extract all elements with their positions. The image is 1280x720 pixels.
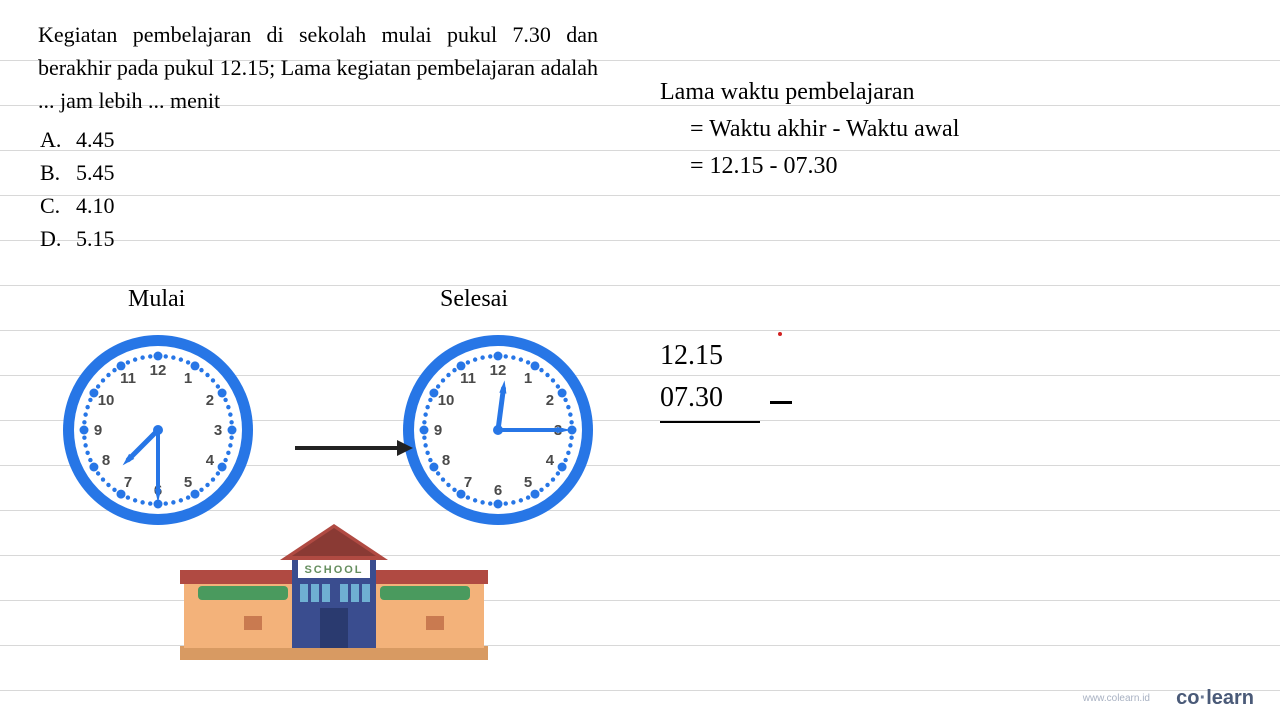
brand-left: co bbox=[1176, 687, 1199, 709]
clock-selesai: 123456789101112 bbox=[398, 330, 598, 530]
school-building-icon: SCHOOL bbox=[180, 520, 488, 660]
sub-bottom: 07.30 bbox=[660, 377, 760, 423]
option-letter: C. bbox=[40, 189, 76, 222]
svg-text:4: 4 bbox=[206, 452, 215, 469]
svg-text:10: 10 bbox=[438, 392, 455, 409]
svg-text:2: 2 bbox=[546, 392, 554, 409]
svg-text:4: 4 bbox=[546, 452, 555, 469]
minus-sign-icon bbox=[770, 401, 792, 404]
footer-url: www.colearn.id bbox=[1083, 693, 1150, 704]
svg-text:6: 6 bbox=[494, 482, 502, 499]
option-letter: D. bbox=[40, 222, 76, 255]
option-d: D.5.15 bbox=[40, 222, 598, 255]
work-line-2: = Waktu akhir - Waktu awal bbox=[660, 111, 959, 148]
svg-text:SCHOOL: SCHOOL bbox=[304, 564, 363, 576]
svg-text:8: 8 bbox=[442, 452, 450, 469]
clock-label-selesai: Selesai bbox=[440, 286, 508, 313]
question-text: Kegiatan pembelajaran di sekolah mulai p… bbox=[38, 18, 598, 117]
svg-text:9: 9 bbox=[94, 422, 102, 439]
svg-text:12: 12 bbox=[490, 362, 507, 379]
brand-right: learn bbox=[1206, 687, 1254, 709]
red-dot-marker bbox=[778, 332, 782, 336]
option-a: A.4.45 bbox=[40, 123, 598, 156]
option-value: 5.45 bbox=[76, 160, 115, 185]
work-line-1: Lama waktu pembelajaran bbox=[660, 74, 959, 111]
footer-brand: co·learn bbox=[1176, 687, 1254, 710]
svg-text:5: 5 bbox=[524, 474, 532, 491]
work-line-3: = 12.15 - 07.30 bbox=[660, 148, 959, 185]
options-list: A.4.45 B.5.45 C.4.10 D.5.15 bbox=[40, 123, 598, 255]
clocks-area: Mulai Selesai 123456789101112 1234567891… bbox=[40, 290, 660, 600]
option-value: 5.15 bbox=[76, 226, 115, 251]
question-block: Kegiatan pembelajaran di sekolah mulai p… bbox=[38, 18, 598, 255]
clock-label-mulai: Mulai bbox=[128, 286, 185, 313]
svg-text:7: 7 bbox=[124, 474, 132, 491]
svg-text:3: 3 bbox=[214, 422, 222, 439]
svg-text:8: 8 bbox=[102, 452, 110, 469]
option-c: C.4.10 bbox=[40, 189, 598, 222]
clock-mulai: 123456789101112 bbox=[58, 330, 258, 530]
option-value: 4.45 bbox=[76, 127, 115, 152]
svg-text:9: 9 bbox=[434, 422, 442, 439]
option-b: B.5.45 bbox=[40, 156, 598, 189]
svg-text:1: 1 bbox=[184, 370, 192, 387]
svg-text:10: 10 bbox=[98, 392, 115, 409]
svg-text:1: 1 bbox=[524, 370, 532, 387]
svg-text:5: 5 bbox=[184, 474, 192, 491]
option-letter: A. bbox=[40, 123, 76, 156]
option-letter: B. bbox=[40, 156, 76, 189]
svg-text:11: 11 bbox=[120, 370, 136, 387]
svg-text:12: 12 bbox=[150, 362, 167, 379]
svg-text:2: 2 bbox=[206, 392, 214, 409]
work-block: Lama waktu pembelajaran = Waktu akhir - … bbox=[660, 74, 959, 186]
svg-text:11: 11 bbox=[460, 370, 476, 387]
svg-text:7: 7 bbox=[464, 474, 472, 491]
sub-bottom-row: 07.30 bbox=[660, 377, 792, 423]
sub-top: 12.15 bbox=[660, 335, 792, 377]
arrow-right-icon bbox=[293, 438, 413, 458]
subtraction-block: 12.15 07.30 bbox=[660, 335, 792, 423]
option-value: 4.10 bbox=[76, 193, 115, 218]
